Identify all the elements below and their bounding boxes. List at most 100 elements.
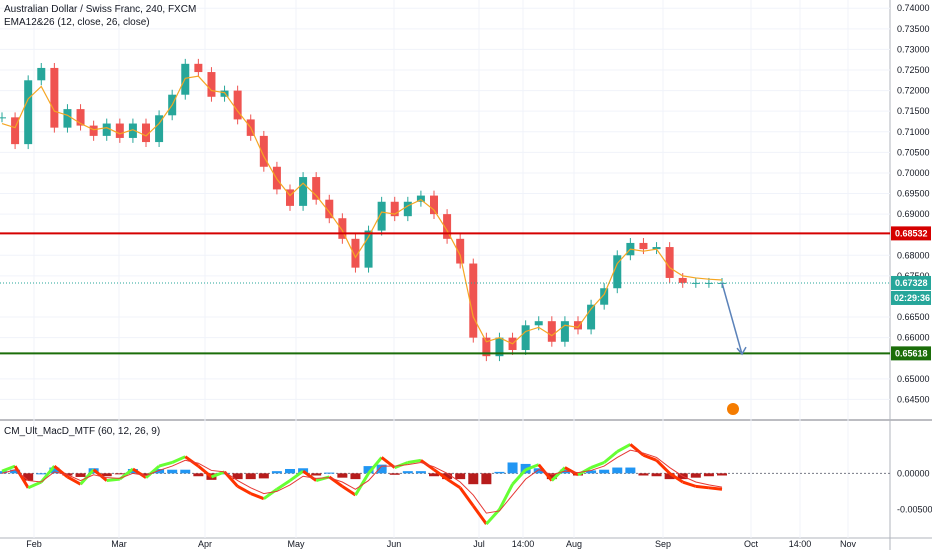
- support-price-label: 0.65618: [895, 348, 928, 358]
- price-tick-label: 0.64500: [897, 394, 930, 404]
- candle-body: [63, 109, 72, 128]
- time-tick-label: Feb: [26, 539, 42, 549]
- macd-histogram-bar: [75, 473, 86, 477]
- macd-line-segment: [433, 468, 448, 481]
- price-tick-label: 0.66000: [897, 333, 930, 343]
- macd-histogram-bar: [389, 473, 400, 475]
- candle-body: [403, 201, 412, 217]
- candle-body: [678, 277, 687, 283]
- candle-body: [456, 238, 465, 264]
- price-tick-label: 0.71000: [897, 127, 930, 137]
- macd-line-segment: [668, 472, 684, 484]
- candle-body: [299, 177, 308, 206]
- candle-body: [76, 109, 85, 126]
- time-axis[interactable]: Feb Mar Apr May Jun Jul 14:00 Aug Sep Oct 14:00 Nov: [26, 539, 856, 549]
- macd-histogram-bar: [167, 469, 178, 474]
- macd-histogram-bar: [664, 473, 675, 480]
- price-tick-label: 0.68000: [897, 250, 930, 260]
- macd-line-segment: [629, 443, 645, 457]
- macd-line-segment: [223, 470, 239, 488]
- macd-line-segment: [276, 479, 291, 491]
- macd-line-segment: [616, 443, 632, 453]
- price-pane[interactable]: [0, 58, 890, 415]
- macd-histogram-bar: [402, 471, 413, 474]
- candle-body: [155, 115, 164, 143]
- macd-histogram-bar: [468, 473, 479, 485]
- candle-body: [102, 123, 111, 136]
- macd-histogram-bar: [311, 473, 322, 476]
- macd-line-segment: [197, 464, 213, 479]
- candle-body: [534, 321, 543, 326]
- macd-line-segment: [13, 465, 30, 489]
- macd-line-segment: [289, 469, 304, 482]
- macd-histogram-bar: [10, 469, 21, 474]
- macd-histogram-bar: [429, 473, 439, 477]
- candle-body: [50, 67, 59, 128]
- candle-body: [639, 242, 648, 250]
- macd-histogram-bar: [703, 473, 714, 477]
- macd-line-segment: [590, 461, 605, 469]
- macd-histogram-bar: [376, 464, 387, 474]
- macd-line-segment: [210, 470, 226, 479]
- macd-line-segment: [132, 467, 147, 479]
- price-tick-label: 0.73000: [897, 44, 930, 54]
- candle-body: [443, 214, 452, 239]
- macd-pane[interactable]: [0, 443, 890, 526]
- price-tick-label: 0.69500: [897, 189, 930, 199]
- macd-line-segment: [407, 458, 422, 464]
- symbol-legend[interactable]: Australian Dollar / Swiss Franc, 240, FX…: [4, 4, 197, 15]
- macd-line-segment: [525, 463, 540, 472]
- macd-histogram-bar: [36, 473, 47, 475]
- price-tick-label: 0.70000: [897, 168, 930, 178]
- candle-body: [194, 63, 203, 73]
- macd-line-segment: [564, 466, 579, 477]
- macd-line-segment: [145, 464, 161, 479]
- macd-histogram-bar: [625, 467, 636, 474]
- macd-line-segment: [53, 464, 69, 479]
- macd-line-segment: [446, 477, 462, 490]
- macd-line-segment: [27, 480, 42, 490]
- time-tick-label: 14:00: [789, 539, 812, 549]
- time-tick-label: Sep: [655, 539, 671, 549]
- candle-body: [665, 247, 674, 278]
- macd-histogram-bar: [49, 467, 60, 474]
- macd-line-segment: [485, 508, 501, 526]
- macd-histogram-bar: [533, 468, 544, 474]
- candle-body: [416, 195, 425, 202]
- candle-body: [207, 72, 216, 97]
- macd-histogram-bar: [717, 473, 727, 476]
- candle-body: [587, 304, 596, 330]
- price-tick-label: 0.72500: [897, 65, 930, 75]
- candle-body: [351, 238, 360, 268]
- macd-line-segment: [302, 469, 318, 482]
- macd-line-segment: [66, 475, 82, 486]
- macd-histogram-bar: [455, 473, 466, 480]
- event-badge-icon: [727, 403, 739, 415]
- macd-histogram-bar: [127, 468, 138, 474]
- resistance-price-label: 0.68532: [895, 228, 928, 238]
- candle-body: [11, 117, 20, 145]
- macd-legend[interactable]: CM_Ult_MacD_MTF (60, 12, 26, 9): [4, 426, 161, 437]
- macd-histogram-bar: [258, 473, 269, 479]
- macd-line-segment: [354, 472, 370, 496]
- candle-body: [652, 247, 661, 250]
- macd-histogram-bar: [154, 468, 165, 474]
- macd-histogram-bar: [245, 473, 256, 480]
- macd-line-segment: [708, 486, 723, 491]
- macd-line-segment: [695, 484, 710, 490]
- candle-body: [390, 201, 399, 217]
- candle-body: [600, 288, 609, 305]
- price-axis[interactable]: 0.74000 0.73500 0.73000 0.72500 0.72000 0.715…: [897, 3, 932, 514]
- macd-tick-label: -0.00500: [897, 505, 932, 515]
- price-tick-label: 0.74000: [897, 3, 930, 13]
- macd-histogram-bar: [180, 469, 191, 474]
- candle-body: [482, 337, 491, 357]
- price-tick-label: 0.72000: [897, 86, 930, 96]
- candle-body: [128, 123, 137, 138]
- current-price-tag: [891, 275, 931, 290]
- macd-histogram-bar: [494, 471, 505, 474]
- macd-histogram-bar: [298, 468, 309, 474]
- ema-legend[interactable]: EMA12&26 (12, close, 26, close): [4, 17, 150, 28]
- projection-arrow: [721, 282, 743, 355]
